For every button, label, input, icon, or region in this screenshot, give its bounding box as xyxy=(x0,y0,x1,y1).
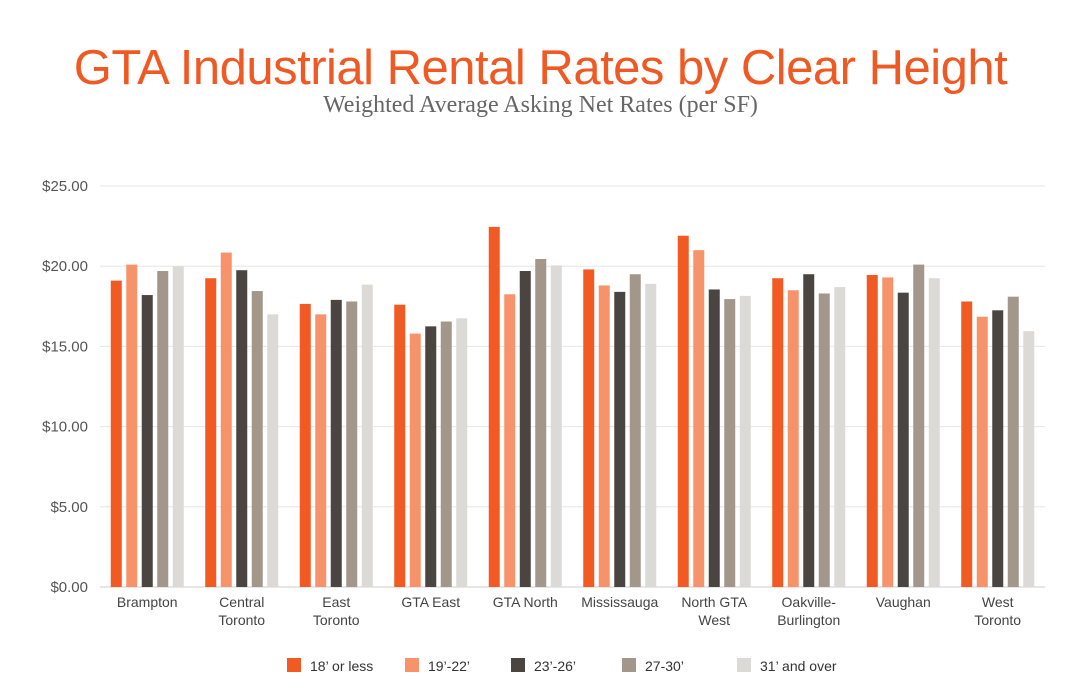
bar xyxy=(361,284,373,587)
bar xyxy=(504,294,516,587)
bar xyxy=(598,285,610,587)
bar xyxy=(456,318,468,587)
chart-subtitle: Weighted Average Asking Net Rates (per S… xyxy=(323,92,758,118)
bar xyxy=(267,314,279,587)
bar xyxy=(205,278,217,587)
bar xyxy=(535,258,547,587)
category-label: GTA East xyxy=(401,594,460,610)
bar xyxy=(157,271,169,587)
legend-swatch xyxy=(622,658,636,672)
bar xyxy=(550,265,562,587)
category-label: Brampton xyxy=(117,594,178,610)
category-label: Central xyxy=(219,594,264,610)
bar xyxy=(913,264,925,587)
bar xyxy=(409,333,421,587)
y-tick-label: $5.00 xyxy=(50,499,88,516)
category-label: Burlington xyxy=(777,612,840,628)
bar xyxy=(488,226,500,588)
bar xyxy=(708,289,720,587)
category-label: GTA North xyxy=(493,594,558,610)
bar xyxy=(961,301,973,587)
bar xyxy=(141,295,153,587)
bar xyxy=(818,293,830,587)
legend-label: 27-30’ xyxy=(645,658,684,674)
legend-swatch xyxy=(287,658,301,672)
legend-label: 23’-26’ xyxy=(534,658,576,674)
category-label: Vaughan xyxy=(876,594,931,610)
bar xyxy=(629,274,641,587)
bar xyxy=(787,290,799,587)
bar xyxy=(236,270,248,587)
bar xyxy=(1023,331,1035,587)
bar xyxy=(992,310,1004,587)
bar xyxy=(440,321,452,587)
bar xyxy=(315,314,327,587)
bar xyxy=(693,250,705,587)
bar xyxy=(928,278,940,587)
y-tick-label: $20.00 xyxy=(42,258,88,275)
bar xyxy=(330,299,342,587)
category-label: North GTA xyxy=(681,594,748,610)
bar xyxy=(346,301,358,587)
bar xyxy=(772,278,784,587)
category-label: Toronto xyxy=(218,612,265,628)
y-tick-label: $25.00 xyxy=(42,178,88,195)
bar xyxy=(172,266,184,587)
bar xyxy=(1007,296,1019,587)
category-label: West xyxy=(982,594,1014,610)
legend: 18’ or less 19’-22’ 23’-26’ 27-30’ 31’ and o… xyxy=(287,658,837,674)
category-label: Toronto xyxy=(313,612,360,628)
bar xyxy=(834,287,846,587)
bar xyxy=(897,292,909,587)
category-label: East xyxy=(322,594,350,610)
bar xyxy=(425,326,437,587)
y-tick-label: $15.00 xyxy=(42,338,88,355)
legend-swatch xyxy=(737,658,751,672)
bar xyxy=(299,303,311,587)
legend-label: 31’ and over xyxy=(760,658,837,674)
bar xyxy=(724,299,736,587)
legend-swatch xyxy=(405,658,419,672)
bar xyxy=(739,295,751,587)
bar xyxy=(882,277,894,587)
bar xyxy=(803,274,815,587)
bar xyxy=(677,235,689,587)
category-label: Mississauga xyxy=(581,594,658,610)
bar xyxy=(251,291,263,587)
bar xyxy=(126,264,138,587)
legend-swatch xyxy=(511,658,525,672)
bar xyxy=(645,283,657,587)
bar xyxy=(866,275,878,587)
legend-label: 19’-22’ xyxy=(428,658,470,674)
bars xyxy=(110,226,1035,588)
category-label: Oakville- xyxy=(782,594,837,610)
bar xyxy=(976,316,988,587)
y-tick-label: $0.00 xyxy=(50,579,88,596)
bar xyxy=(394,304,406,587)
bar xyxy=(583,269,595,587)
bar xyxy=(614,291,626,587)
chart-title: GTA Industrial Rental Rates by Clear Hei… xyxy=(73,41,1008,95)
category-label: Toronto xyxy=(974,612,1021,628)
y-tick-label: $10.00 xyxy=(42,419,88,436)
x-axis: Brampton Central Toronto East Toronto GTA Eas… xyxy=(117,594,1021,628)
bar xyxy=(519,271,531,587)
category-label: West xyxy=(698,612,730,628)
bar xyxy=(220,252,232,588)
y-axis: $0.00 $5.00 $10.00 $15.00 $20.00 $25.00 xyxy=(42,178,88,596)
bar xyxy=(110,280,122,587)
legend-label: 18’ or less xyxy=(310,658,373,674)
